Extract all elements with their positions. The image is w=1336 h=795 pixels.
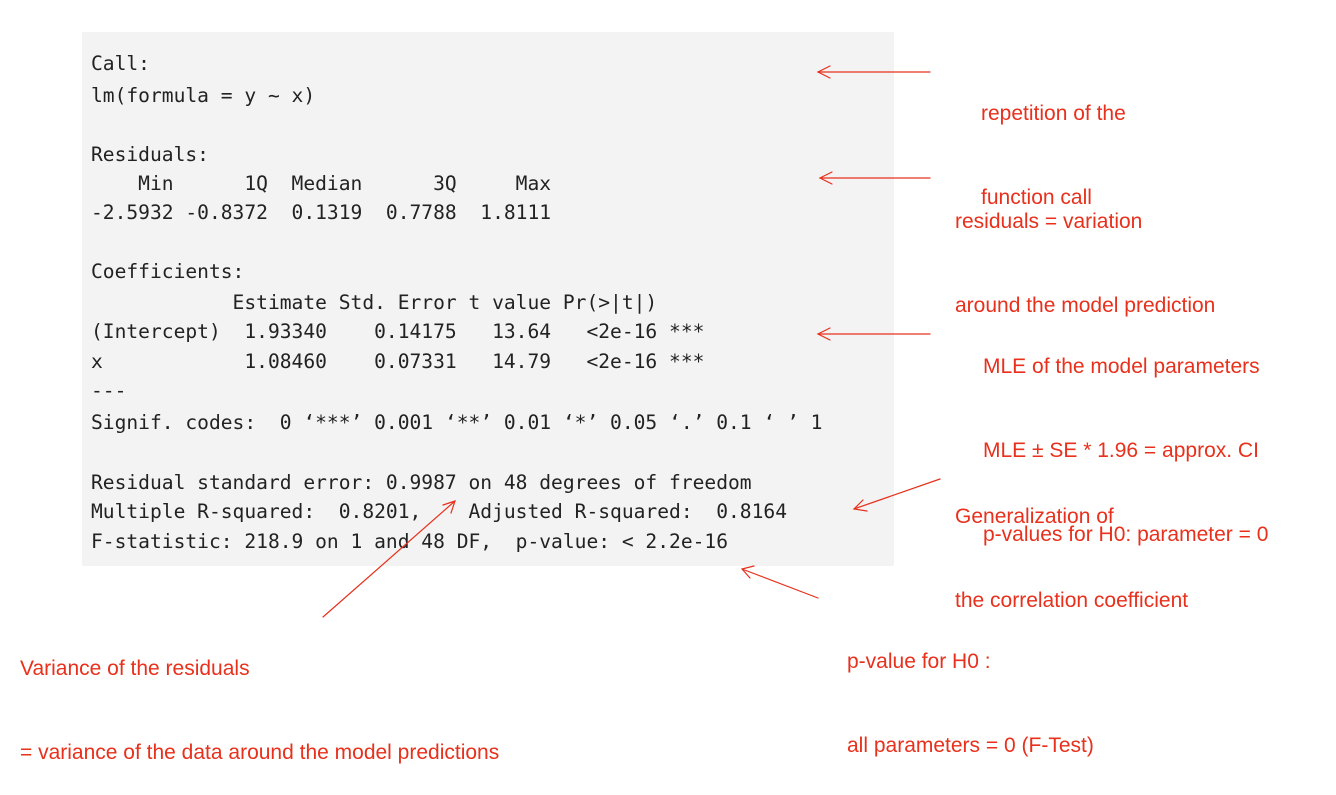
annotation-f-test-line-1: p-value for H0 : <box>847 650 991 673</box>
arrow-to-f-test <box>740 565 819 599</box>
annotation-coefficients-line-3: p-values for H0: parameter = 0 <box>983 523 1269 546</box>
separator-dashes: --- <box>91 379 127 402</box>
annotation-r-squared-line-1: Generalization of <box>955 505 1114 528</box>
annotation-residuals: residuals = variation around the model p… <box>955 152 1215 348</box>
f-statistic-line: F-statistic: 218.9 on 1 and 48 DF, p-val… <box>91 530 729 553</box>
coefficients-row-intercept: (Intercept) 1.93340 0.14175 13.64 <2e-16… <box>91 320 705 343</box>
annotation-residual-se: Variance of the residuals = variance of … <box>20 599 499 795</box>
coefficients-row-x: x 1.08460 0.07331 14.79 <2e-16 *** <box>91 350 705 373</box>
annotation-r-squared-line-2: the correlation coefficient <box>955 589 1189 612</box>
annotation-call-line-1: repetition of the <box>981 102 1126 125</box>
annotation-r-squared: Generalization of the correlation coeffi… <box>955 447 1188 643</box>
annotation-residuals-line-2: around the model prediction <box>955 294 1216 317</box>
annotation-residuals-line-1: residuals = variation <box>955 210 1143 233</box>
annotation-residual-se-line-1: Variance of the residuals <box>20 657 250 680</box>
annotation-coefficients: MLE of the model parameters MLE ± SE * 1… <box>983 297 1268 577</box>
annotation-coefficients-line-2: MLE ± SE * 1.96 = approx. CI <box>983 439 1259 462</box>
annotation-coefficients-line-1: MLE of the model parameters <box>983 355 1260 378</box>
residuals-header: Residuals: <box>91 143 209 166</box>
annotation-f-test-line-2: all parameters = 0 (F-Test) <box>847 734 1094 757</box>
call-formula: lm(formula = y ~ x) <box>91 84 316 107</box>
residual-standard-error: Residual standard error: 0.9987 on 48 de… <box>91 471 752 494</box>
signif-codes: Signif. codes: 0 ‘***’ 0.001 ‘**’ 0.01 ‘… <box>91 411 823 434</box>
annotation-residual-se-line-2: = variance of the data around the model … <box>20 741 500 764</box>
r-console-output <box>82 32 894 566</box>
residuals-quantile-labels: Min 1Q Median 3Q Max <box>91 172 563 195</box>
annotation-f-test: p-value for H0 : all parameters = 0 (F-T… <box>847 592 1094 788</box>
r-squared-line: Multiple R-squared: 0.8201, Adjusted R-s… <box>91 500 799 523</box>
residuals-quantile-values: -2.5932 -0.8372 0.1319 0.7788 1.8111 <box>91 201 563 224</box>
call-header: Call: <box>91 52 150 75</box>
coefficients-column-headers: Estimate Std. Error t value Pr(>|t|) <box>91 291 705 314</box>
coefficients-header: Coefficients: <box>91 260 245 283</box>
annotation-call: repetition of the function call <box>981 44 1126 240</box>
annotation-call-line-2: function call <box>981 186 1092 209</box>
